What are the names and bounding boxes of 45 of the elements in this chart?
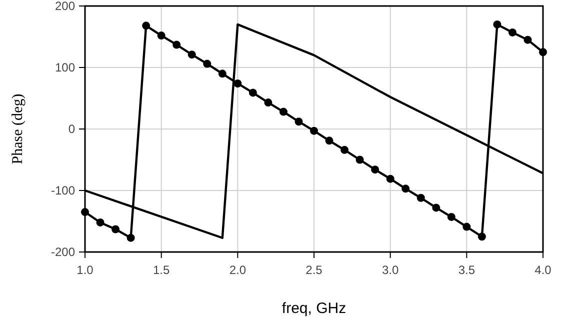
x-tick-label: 3.0	[382, 263, 399, 277]
point	[279, 108, 288, 116]
x-tick-label: 4.0	[534, 263, 552, 277]
point	[493, 20, 502, 28]
y-tick-label: 100	[54, 60, 76, 74]
point	[416, 194, 425, 202]
point	[126, 234, 135, 242]
y-tick-label: 0	[68, 122, 76, 136]
point	[402, 184, 410, 193]
point	[340, 146, 349, 154]
y-tick-label: -100	[50, 184, 76, 198]
point	[294, 118, 303, 126]
x-tick-label: 1.0	[76, 263, 94, 277]
point	[112, 225, 120, 234]
point	[81, 208, 89, 216]
point	[447, 212, 456, 221]
point	[218, 70, 226, 78]
point	[96, 218, 104, 226]
point	[248, 88, 257, 97]
point	[325, 136, 334, 145]
x-tick-label: 2.0	[229, 263, 246, 277]
x-tick-label: 1.5	[152, 263, 170, 277]
point	[157, 32, 166, 40]
point	[539, 48, 547, 56]
point	[462, 222, 471, 231]
x-axis-title: freq, GHz	[282, 300, 346, 317]
point	[203, 60, 212, 68]
point	[478, 232, 486, 241]
y-tick-label: -200	[50, 245, 76, 259]
y-tick-label: 200	[54, 0, 76, 13]
point	[432, 204, 440, 212]
point	[264, 98, 272, 107]
point	[234, 79, 242, 88]
point	[508, 28, 516, 36]
point	[524, 36, 532, 44]
x-tick-label: 3.5	[458, 263, 476, 277]
point	[188, 50, 196, 59]
point	[371, 166, 380, 174]
point	[310, 126, 318, 135]
point	[386, 174, 394, 183]
y-axis-title: Phase (deg)	[10, 94, 26, 164]
point	[172, 40, 181, 49]
x-tick-label: 2.5	[306, 263, 323, 277]
point	[142, 22, 150, 30]
point	[356, 156, 364, 164]
